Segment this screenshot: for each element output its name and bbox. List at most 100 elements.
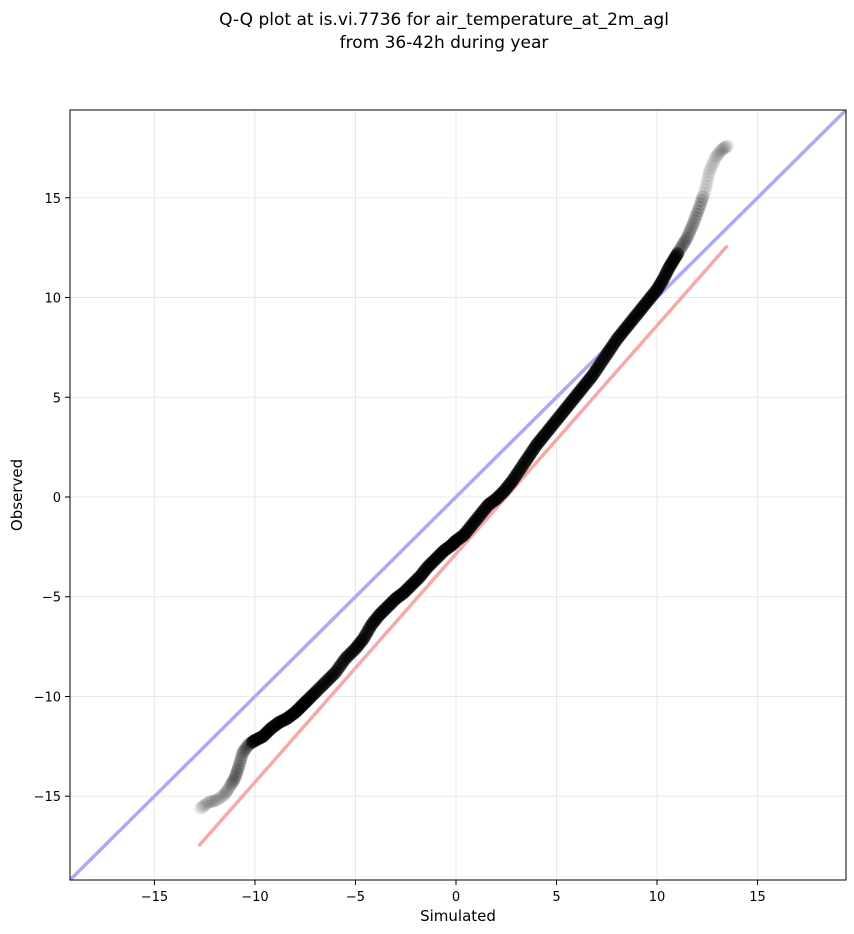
data-point-346 — [710, 149, 724, 163]
data-point-4 — [200, 796, 214, 810]
data-point-34 — [235, 748, 249, 762]
data-point-337 — [700, 176, 714, 190]
y-tick-label-4: 5 — [53, 391, 61, 406]
data-point-353 — [718, 141, 732, 155]
data-point-331 — [693, 197, 707, 211]
x-tick-label-2: −5 — [346, 890, 365, 905]
data-point-14 — [216, 788, 230, 802]
y-tick-label-3: 0 — [53, 491, 61, 506]
chart-title-line-1: Q-Q plot at is.vi.7736 for air_temperatu… — [219, 10, 669, 30]
data-point-322 — [683, 225, 697, 239]
data-point-36 — [237, 744, 251, 758]
reference-lines — [70, 110, 846, 880]
x-tick-label-5: 10 — [649, 890, 666, 905]
data-point-8 — [207, 794, 221, 808]
data-point-321 — [681, 228, 695, 242]
data-point-343 — [706, 156, 720, 170]
data-point-17 — [219, 785, 233, 799]
data-point-328 — [690, 207, 704, 221]
data-point-318 — [678, 235, 692, 249]
data-point-344 — [707, 154, 721, 168]
data-point-336 — [699, 179, 713, 193]
data-point-340 — [702, 165, 716, 179]
data-point-20 — [222, 781, 236, 795]
data-point-354 — [719, 140, 733, 154]
data-point-348 — [712, 146, 726, 160]
data-point-329 — [691, 204, 705, 218]
y-tick-label-1: −10 — [34, 690, 61, 705]
data-point-350 — [714, 143, 728, 157]
fit-line — [197, 244, 729, 848]
data-point-314 — [673, 243, 687, 257]
data-point-315 — [674, 241, 688, 255]
y-tick-label-6: 15 — [44, 192, 61, 207]
data-point-26 — [229, 769, 243, 783]
data-point-352 — [717, 141, 731, 155]
data-point-32 — [233, 754, 247, 768]
data-point-5 — [202, 795, 216, 809]
data-point-31 — [233, 757, 247, 771]
data-point-15 — [218, 787, 232, 801]
chart-title-line-2: from 36-42h during year — [340, 33, 549, 53]
plot-area — [69, 109, 847, 881]
data-point-334 — [697, 186, 711, 200]
data-point-345 — [708, 151, 722, 165]
data-point-9 — [208, 794, 222, 808]
data-point-0 — [194, 801, 208, 815]
x-axis-ticks: −15 −10 −5 0 5 10 15 — [141, 880, 766, 905]
data-point-351 — [716, 142, 730, 156]
x-tick-label-0: −15 — [141, 890, 168, 905]
x-tick-label-1: −10 — [241, 890, 268, 905]
data-point-323 — [684, 222, 698, 236]
data-point-12 — [213, 791, 227, 805]
data-point-355 — [720, 139, 734, 153]
data-point-333 — [696, 190, 710, 204]
data-point-19 — [221, 782, 235, 796]
x-tick-label-3: 0 — [452, 890, 460, 905]
data-point-22 — [224, 777, 238, 791]
x-tick-label-6: 15 — [749, 890, 766, 905]
data-point-25 — [228, 771, 242, 785]
data-point-1 — [195, 800, 209, 814]
x-axis-label: Simulated — [420, 907, 496, 925]
data-point-339 — [701, 168, 715, 182]
data-point-27 — [229, 766, 243, 780]
data-point-18 — [220, 784, 234, 798]
data-point-28 — [230, 764, 244, 778]
data-point-23 — [225, 775, 239, 789]
data-point-335 — [698, 183, 712, 197]
data-point-2 — [197, 799, 211, 813]
data-points — [194, 139, 734, 815]
data-point-341 — [704, 162, 718, 176]
data-point-347 — [711, 148, 725, 162]
grid-lines — [70, 110, 846, 880]
data-point-10 — [210, 793, 224, 807]
data-point-313 — [672, 245, 686, 259]
data-point-325 — [686, 217, 700, 231]
chart-title: Q-Q plot at is.vi.7736 for air_temperatu… — [219, 10, 669, 53]
data-point-11 — [211, 792, 225, 806]
data-point-35 — [236, 745, 250, 759]
data-point-13 — [215, 790, 229, 804]
y-axis-label: Observed — [8, 459, 26, 531]
x-tick-label-4: 5 — [552, 890, 560, 905]
data-point-319 — [679, 233, 693, 247]
data-point-326 — [687, 214, 701, 228]
data-point-327 — [689, 210, 703, 224]
y-tick-label-5: 10 — [44, 292, 61, 307]
y-axis-ticks: −15 −10 −5 0 5 10 15 — [34, 192, 70, 805]
data-point-324 — [685, 219, 699, 233]
data-point-6 — [203, 795, 217, 809]
data-point-332 — [695, 194, 709, 208]
data-point-330 — [692, 201, 706, 215]
data-point-29 — [231, 762, 245, 776]
identity-line — [70, 110, 846, 880]
data-point-30 — [232, 759, 246, 773]
data-point-349 — [713, 144, 727, 158]
y-tick-label-2: −5 — [42, 591, 61, 606]
data-point-24 — [227, 773, 241, 787]
data-point-312 — [671, 247, 685, 261]
data-point-320 — [680, 231, 694, 245]
data-point-338 — [701, 172, 715, 186]
